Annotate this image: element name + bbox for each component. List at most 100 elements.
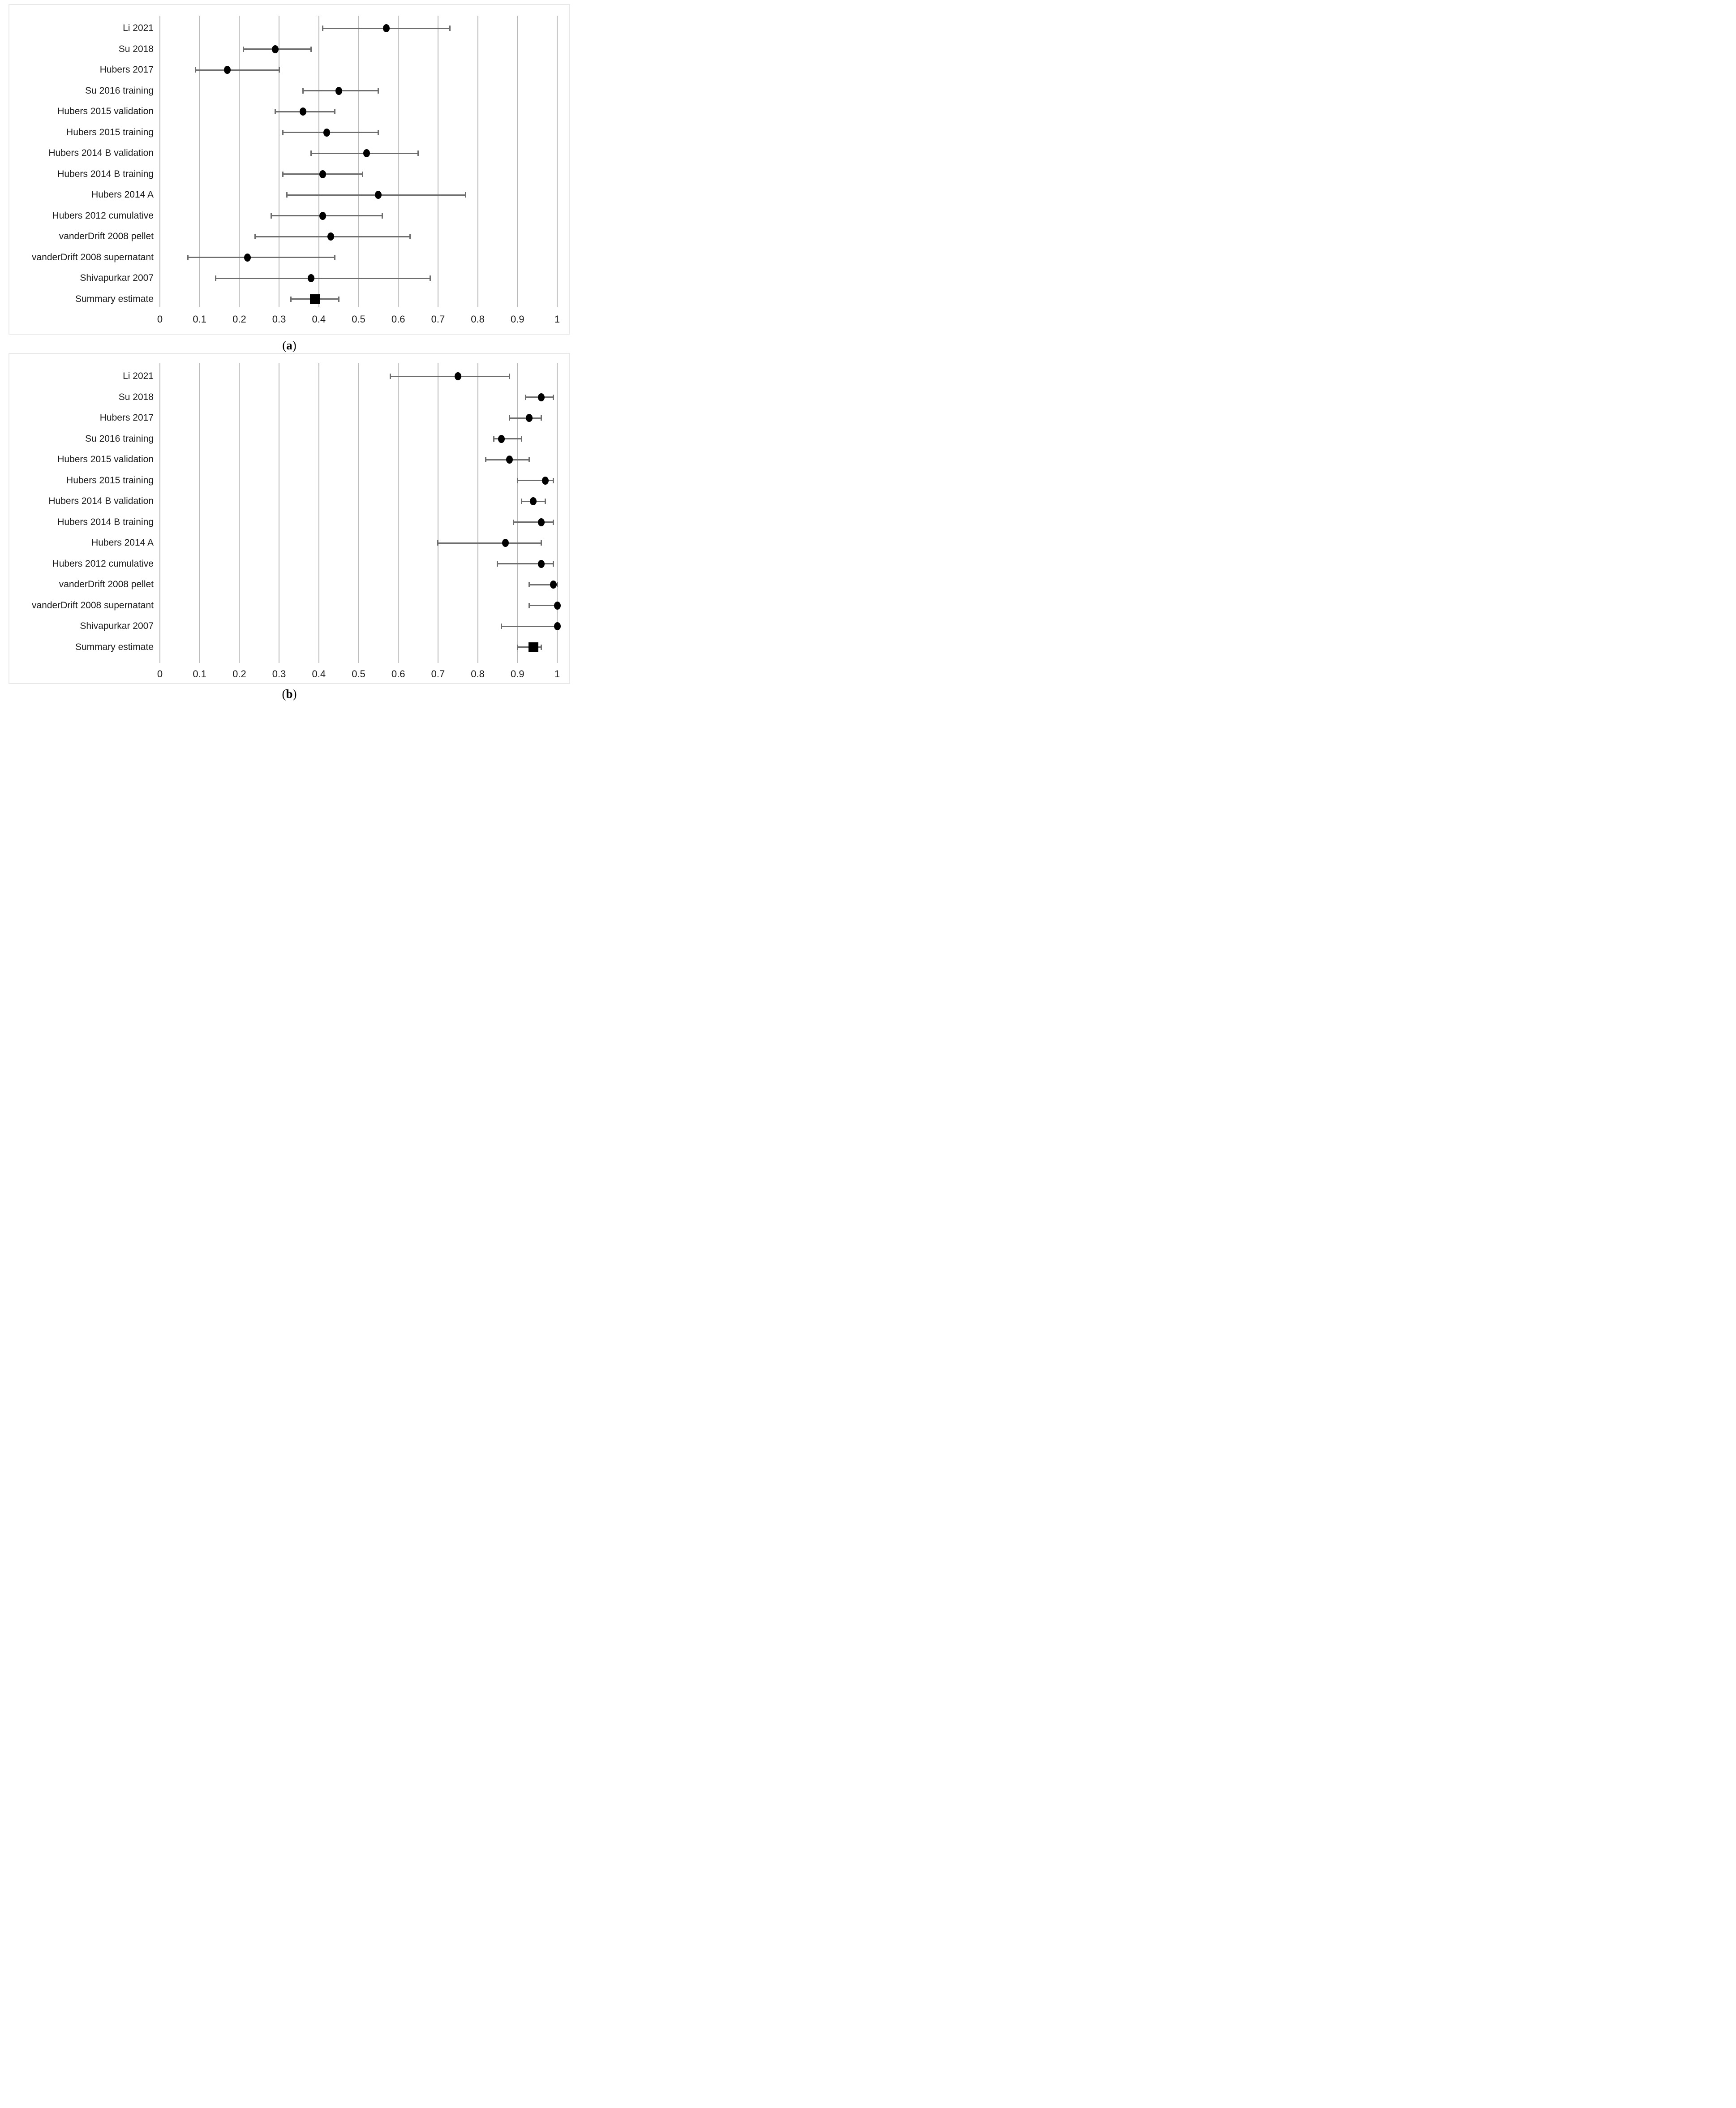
point-estimate-marker [383, 24, 390, 32]
point-estimate-marker [530, 497, 537, 505]
point-estimate-marker [271, 45, 279, 53]
study-label: Hubers 2015 training [66, 475, 154, 486]
x-gridline [159, 16, 160, 307]
ci-cap-left [512, 519, 514, 525]
ci-cap-right [552, 519, 554, 525]
ci-cap-right [520, 436, 522, 442]
panel-a-caption-letter: a [286, 339, 292, 352]
forest-plot-panel-b: 0 0.1 0.2 0.3 0.4 0.5 0.6 0.7 0.8 0.9 1 Li 2021 Su 2… [9, 353, 570, 684]
ci-cap-left [286, 192, 288, 198]
x-axis-tick-label: 1 [554, 314, 560, 325]
confidence-interval-bar [513, 521, 554, 523]
ci-cap-right [361, 171, 363, 177]
point-estimate-marker [244, 253, 251, 262]
x-axis-tick-label: 0 [157, 668, 163, 680]
study-label: Hubers 2015 validation [57, 106, 154, 116]
study-label: Hubers 2015 training [66, 127, 154, 138]
confidence-interval-bar [529, 605, 557, 606]
point-estimate-marker [323, 128, 331, 137]
figure-forest-plots: 0 0.1 0.2 0.3 0.4 0.5 0.6 0.7 0.8 0.9 1 Li 2021 Su 2… [0, 0, 579, 703]
ci-cap-right [529, 457, 530, 462]
ci-cap-right [541, 415, 542, 421]
x-axis-tick-label: 0.5 [352, 668, 365, 680]
x-axis-tick-label: 0.6 [391, 314, 405, 325]
ci-cap-right [449, 26, 451, 31]
x-gridline [557, 16, 558, 307]
point-estimate-marker [538, 518, 545, 526]
confidence-interval-bar [188, 257, 335, 258]
study-label: Li 2021 [123, 371, 154, 381]
study-label: Su 2018 [118, 391, 154, 402]
x-gridline [398, 16, 399, 307]
ci-cap-right [541, 540, 542, 546]
point-estimate-marker [526, 414, 533, 422]
x-axis-tick-label: 0.8 [471, 668, 485, 680]
study-label: Hubers 2014 A [91, 189, 154, 200]
point-estimate-marker [307, 274, 314, 282]
ci-cap-right [310, 46, 312, 52]
x-axis-tick-label: 0.5 [352, 314, 365, 325]
x-axis-tick-label: 0.7 [431, 668, 445, 680]
ci-cap-left [282, 171, 284, 177]
x-gridline [477, 16, 478, 307]
x-axis-tick-label: 0.4 [312, 668, 326, 680]
x-gridline [239, 363, 240, 663]
summary-estimate-marker [528, 642, 538, 652]
x-axis-tick-label: 0.3 [272, 314, 286, 325]
point-estimate-marker [554, 601, 561, 610]
ci-cap-left [529, 582, 530, 587]
study-label: Li 2021 [123, 23, 154, 33]
ci-cap-left [282, 129, 284, 135]
x-axis-tick-label: 0.7 [431, 314, 445, 325]
point-estimate-marker [550, 581, 557, 589]
study-label: Hubers 2014 B validation [48, 496, 154, 506]
study-label: Shivapurkar 2007 [80, 621, 154, 631]
x-gridline [199, 363, 200, 663]
ci-cap-left [389, 374, 391, 379]
point-estimate-marker [506, 456, 513, 464]
confidence-interval-bar [529, 584, 557, 585]
ci-cap-right [552, 561, 554, 567]
x-axis-tick-label: 0.4 [312, 314, 326, 325]
point-estimate-marker [224, 66, 231, 74]
ci-cap-left [497, 561, 498, 567]
confidence-interval-bar [271, 215, 382, 216]
ci-cap-left [501, 624, 503, 629]
ci-cap-right [541, 644, 542, 650]
study-label: Shivapurkar 2007 [80, 273, 154, 283]
ci-cap-right [509, 374, 511, 379]
x-gridline [398, 363, 399, 663]
study-label: Hubers 2012 cumulative [52, 558, 154, 569]
ci-cap-right [552, 478, 554, 483]
ci-cap-left [493, 436, 494, 442]
ci-cap-left [516, 644, 518, 650]
ci-cap-left [437, 540, 439, 546]
panel-b-caption-letter: b [286, 687, 293, 701]
panel-a-caption: (a) [282, 339, 296, 352]
ci-cap-left [485, 457, 486, 462]
x-axis-tick-label: 1 [554, 668, 560, 680]
point-estimate-marker [363, 149, 370, 157]
confidence-interval-bar [195, 69, 279, 71]
ci-cap-left [254, 234, 256, 239]
study-label: Su 2018 [118, 43, 154, 54]
ci-cap-right [544, 499, 546, 504]
x-gridline [517, 16, 518, 307]
ci-cap-left [215, 275, 216, 281]
ci-cap-right [429, 275, 431, 281]
ci-cap-left [322, 26, 324, 31]
x-gridline [358, 363, 359, 663]
x-gridline [239, 16, 240, 307]
study-label: vanderDrift 2008 supernatant [31, 252, 154, 262]
x-axis-tick-label: 0.1 [193, 668, 206, 680]
ci-cap-left [302, 88, 304, 94]
x-axis-tick-label: 0.2 [232, 668, 246, 680]
ci-cap-right [409, 234, 411, 239]
ci-cap-right [338, 296, 339, 302]
confidence-interval-bar [438, 542, 541, 544]
point-estimate-marker [541, 476, 549, 485]
x-axis-tick-label: 0 [157, 314, 163, 325]
x-axis-tick-label: 0.6 [391, 668, 405, 680]
ci-cap-left [520, 499, 522, 504]
x-axis-tick-label: 0.1 [193, 314, 206, 325]
